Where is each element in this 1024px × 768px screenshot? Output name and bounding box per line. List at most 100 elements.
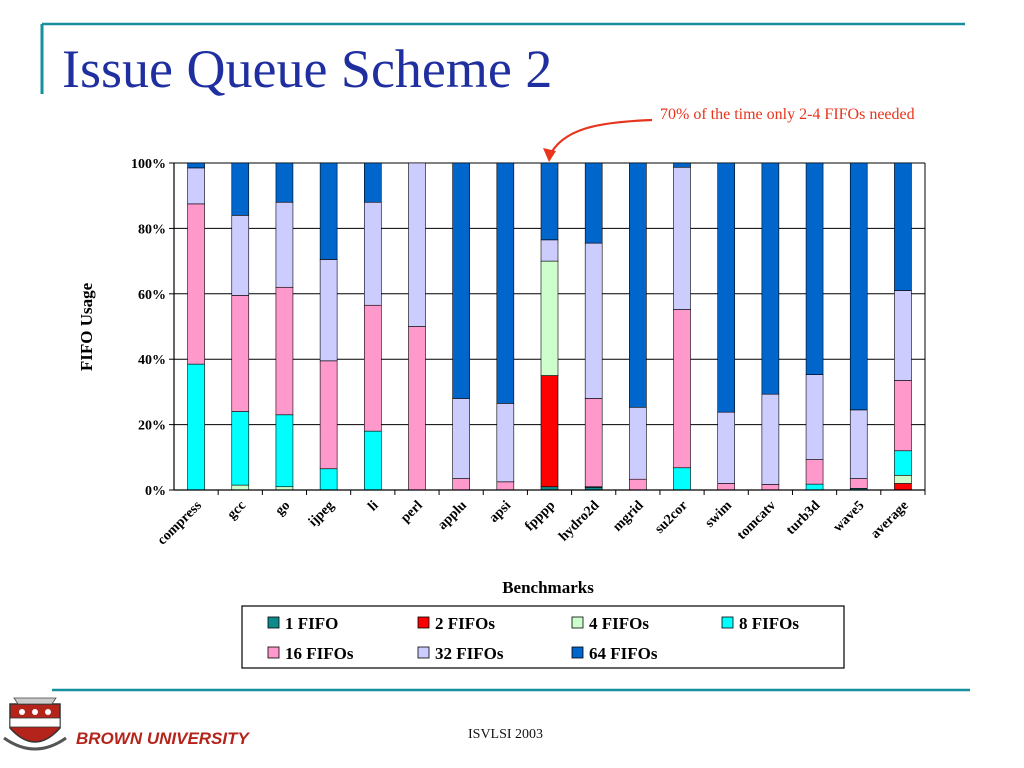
- y-tick-label: 60%: [138, 288, 166, 303]
- bar-segment: [629, 478, 647, 491]
- bar-segment: [849, 162, 868, 411]
- bar-segment: [584, 398, 603, 488]
- legend-label: 1 FIFO: [285, 614, 338, 633]
- annotation-arrow: [547, 118, 653, 158]
- bar-segment: [319, 162, 338, 260]
- bar-segment: [894, 450, 912, 476]
- x-tick-labels: compress gcc go ijpeg li perl applu apsi fpppphy…: [155, 498, 912, 548]
- bar-segment: [717, 162, 736, 413]
- y-tick-label: 100%: [131, 157, 166, 172]
- x-tick-label: go: [273, 498, 294, 519]
- x-tick-label: li: [366, 498, 382, 514]
- bar-segment: [584, 162, 603, 244]
- bar-segment: [319, 259, 338, 362]
- bar-segment: [275, 201, 294, 288]
- bar-segment: [363, 162, 382, 203]
- bar-segment: [452, 162, 470, 399]
- bar-segment: [496, 481, 515, 491]
- x-tick-label: swim: [702, 498, 735, 531]
- stacked-bar-chart: 0% 20% 40% 60% 80% 100% compress gcc go ijpeg li p…: [131, 157, 926, 548]
- x-tick-label: applu: [435, 498, 470, 533]
- bar-segment: [452, 478, 470, 491]
- legend-swatch: [571, 616, 584, 629]
- bar-segment: [805, 374, 824, 460]
- annotation-text: 70% of the time only 2-4 FIFOs needed: [660, 106, 915, 123]
- bar-segment: [231, 162, 250, 216]
- legend-label: 2 FIFOs: [435, 614, 495, 633]
- bar-segment: [540, 260, 559, 376]
- x-tick-label: wave5: [831, 498, 868, 535]
- bar-segment: [408, 326, 426, 491]
- bar-segment: [894, 474, 912, 484]
- bar-segment: [363, 430, 382, 491]
- bar-segment: [673, 467, 691, 491]
- bar-segment: [187, 203, 205, 365]
- bar-segment: [717, 411, 736, 484]
- y-tick-labels: 0% 20% 40% 60% 80% 100%: [131, 157, 166, 499]
- annotation-arrowhead: [543, 148, 556, 162]
- footer-text: ISVLSI 2003: [468, 727, 544, 742]
- legend-swatch: [571, 646, 584, 659]
- x-tick-label: perl: [398, 498, 426, 526]
- y-tick-label: 20%: [138, 419, 166, 434]
- bar-segment: [496, 403, 515, 483]
- bar-segment: [629, 406, 647, 480]
- x-tick-label: average: [868, 498, 912, 542]
- x-tick-label: ijpeg: [306, 498, 338, 530]
- bar-segment: [629, 162, 647, 408]
- legend-label: 8 FIFOs: [739, 614, 799, 633]
- bar-segment: [761, 484, 780, 491]
- bar-segment: [452, 398, 470, 479]
- bar-segment: [319, 360, 338, 470]
- legend-swatch: [721, 616, 734, 629]
- legend-swatch: [267, 616, 280, 629]
- y-tick-label: 80%: [138, 222, 166, 237]
- x-tick-label: gcc: [225, 498, 249, 522]
- chart-legend: 1 FIFO 2 FIFOs 4 FIFOs 8 FIFOs 16 FIFOs 32 FI…: [241, 605, 845, 669]
- bar-segment: [231, 215, 250, 296]
- x-axis-label: Benchmarks: [502, 578, 594, 597]
- bar-segment: [894, 380, 912, 452]
- bar-segment: [187, 363, 205, 491]
- bar-segment: [673, 309, 691, 469]
- brown-crest-logo: [3, 697, 67, 751]
- x-tick-label: compress: [155, 498, 205, 548]
- y-tick-label: 0%: [145, 484, 166, 499]
- x-tick-label: apsi: [486, 498, 514, 526]
- bar-segment: [894, 290, 912, 381]
- legend-label: 32 FIFOs: [435, 644, 504, 663]
- bar-segment: [275, 286, 294, 416]
- bar-segment: [805, 459, 824, 485]
- y-tick-label: 40%: [138, 353, 166, 368]
- x-tick-label: su2cor: [652, 498, 691, 537]
- x-tick-label: hydro2d: [556, 498, 602, 544]
- x-tick-label: fpppp: [522, 498, 558, 534]
- x-tick-label: tomcatv: [735, 498, 780, 543]
- bar-segment: [584, 242, 603, 399]
- bar-segment: [187, 167, 205, 205]
- bar-segment: [231, 411, 250, 486]
- y-axis-label: FIFO Usage: [77, 282, 96, 371]
- bar-segment: [894, 483, 912, 491]
- bar-segment: [673, 166, 691, 310]
- bar-segment: [805, 162, 824, 375]
- bar-segment: [849, 478, 868, 489]
- bar-segment: [496, 162, 515, 404]
- bar-segment: [408, 162, 426, 327]
- axes: [169, 162, 926, 495]
- bar-segment: [231, 484, 250, 491]
- bar-segment: [761, 162, 780, 395]
- legend-label: 64 FIFOs: [589, 644, 658, 663]
- bar-segment: [231, 295, 250, 412]
- legend-frame: [241, 605, 845, 669]
- bar-segment: [363, 201, 382, 306]
- legend-swatch: [417, 646, 430, 659]
- bars: [187, 162, 912, 491]
- legend-swatch: [267, 646, 280, 659]
- bar-segment: [187, 162, 205, 169]
- x-tick-label: turb3d: [784, 498, 824, 538]
- bar-segment: [319, 468, 338, 491]
- university-name: BROWN UNIVERSITY: [76, 729, 249, 748]
- bar-segment: [275, 414, 294, 488]
- bar-segment: [761, 393, 780, 485]
